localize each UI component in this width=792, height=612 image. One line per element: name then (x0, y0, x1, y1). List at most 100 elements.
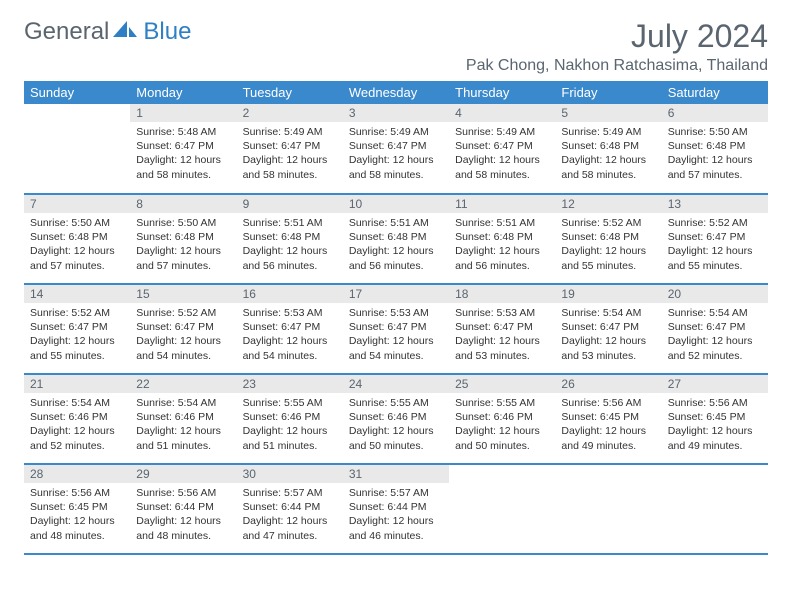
daylight-text: Daylight: 12 hours and 57 minutes. (30, 244, 124, 272)
day-number: 26 (555, 375, 661, 393)
sunset-text: Sunset: 6:47 PM (30, 320, 124, 334)
day-details: Sunrise: 5:54 AMSunset: 6:47 PMDaylight:… (555, 303, 661, 369)
day-details: Sunrise: 5:53 AMSunset: 6:47 PMDaylight:… (237, 303, 343, 369)
sunrise-text: Sunrise: 5:49 AM (243, 125, 337, 139)
calendar-day-cell: 29Sunrise: 5:56 AMSunset: 6:44 PMDayligh… (130, 464, 236, 554)
day-details: Sunrise: 5:56 AMSunset: 6:45 PMDaylight:… (24, 483, 130, 549)
sunset-text: Sunset: 6:47 PM (136, 139, 230, 153)
sunrise-text: Sunrise: 5:49 AM (561, 125, 655, 139)
daylight-text: Daylight: 12 hours and 52 minutes. (668, 334, 762, 362)
calendar-day-cell: 31Sunrise: 5:57 AMSunset: 6:44 PMDayligh… (343, 464, 449, 554)
sunrise-text: Sunrise: 5:54 AM (561, 306, 655, 320)
calendar-body: 1Sunrise: 5:48 AMSunset: 6:47 PMDaylight… (24, 104, 768, 554)
day-details: Sunrise: 5:55 AMSunset: 6:46 PMDaylight:… (343, 393, 449, 459)
calendar-day-cell: 27Sunrise: 5:56 AMSunset: 6:45 PMDayligh… (662, 374, 768, 464)
day-details: Sunrise: 5:50 AMSunset: 6:48 PMDaylight:… (130, 213, 236, 279)
calendar-week-row: 21Sunrise: 5:54 AMSunset: 6:46 PMDayligh… (24, 374, 768, 464)
calendar-day-cell: 21Sunrise: 5:54 AMSunset: 6:46 PMDayligh… (24, 374, 130, 464)
calendar-table: SundayMondayTuesdayWednesdayThursdayFrid… (24, 81, 768, 555)
day-details: Sunrise: 5:52 AMSunset: 6:47 PMDaylight:… (130, 303, 236, 369)
calendar-day-cell: 11Sunrise: 5:51 AMSunset: 6:48 PMDayligh… (449, 194, 555, 284)
day-details: Sunrise: 5:56 AMSunset: 6:45 PMDaylight:… (555, 393, 661, 459)
calendar-day-cell: 6Sunrise: 5:50 AMSunset: 6:48 PMDaylight… (662, 104, 768, 194)
calendar-day-cell: 20Sunrise: 5:54 AMSunset: 6:47 PMDayligh… (662, 284, 768, 374)
weekday-header: Monday (130, 81, 236, 104)
sunset-text: Sunset: 6:46 PM (30, 410, 124, 424)
day-details: Sunrise: 5:50 AMSunset: 6:48 PMDaylight:… (24, 213, 130, 279)
sunset-text: Sunset: 6:46 PM (349, 410, 443, 424)
weekday-header: Friday (555, 81, 661, 104)
sunset-text: Sunset: 6:47 PM (455, 320, 549, 334)
day-details: Sunrise: 5:50 AMSunset: 6:48 PMDaylight:… (662, 122, 768, 188)
sunrise-text: Sunrise: 5:50 AM (136, 216, 230, 230)
daylight-text: Daylight: 12 hours and 54 minutes. (136, 334, 230, 362)
sunset-text: Sunset: 6:47 PM (243, 139, 337, 153)
calendar-day-cell: 26Sunrise: 5:56 AMSunset: 6:45 PMDayligh… (555, 374, 661, 464)
weekday-header: Thursday (449, 81, 555, 104)
sail-icon (113, 18, 139, 46)
sunrise-text: Sunrise: 5:52 AM (30, 306, 124, 320)
daylight-text: Daylight: 12 hours and 54 minutes. (349, 334, 443, 362)
calendar-day-cell: 24Sunrise: 5:55 AMSunset: 6:46 PMDayligh… (343, 374, 449, 464)
day-details: Sunrise: 5:52 AMSunset: 6:47 PMDaylight:… (662, 213, 768, 279)
day-details: Sunrise: 5:49 AMSunset: 6:47 PMDaylight:… (343, 122, 449, 188)
sunset-text: Sunset: 6:47 PM (136, 320, 230, 334)
day-number: 22 (130, 375, 236, 393)
daylight-text: Daylight: 12 hours and 58 minutes. (455, 153, 549, 181)
calendar-week-row: 14Sunrise: 5:52 AMSunset: 6:47 PMDayligh… (24, 284, 768, 374)
sunrise-text: Sunrise: 5:52 AM (561, 216, 655, 230)
day-number: 9 (237, 195, 343, 213)
brand-part1: General (24, 18, 109, 46)
day-details: Sunrise: 5:49 AMSunset: 6:48 PMDaylight:… (555, 122, 661, 188)
sunrise-text: Sunrise: 5:55 AM (349, 396, 443, 410)
calendar-empty-cell (555, 464, 661, 554)
daylight-text: Daylight: 12 hours and 55 minutes. (668, 244, 762, 272)
calendar-day-cell: 17Sunrise: 5:53 AMSunset: 6:47 PMDayligh… (343, 284, 449, 374)
day-details: Sunrise: 5:57 AMSunset: 6:44 PMDaylight:… (237, 483, 343, 549)
day-details: Sunrise: 5:49 AMSunset: 6:47 PMDaylight:… (449, 122, 555, 188)
daylight-text: Daylight: 12 hours and 56 minutes. (455, 244, 549, 272)
sunrise-text: Sunrise: 5:50 AM (30, 216, 124, 230)
daylight-text: Daylight: 12 hours and 55 minutes. (30, 334, 124, 362)
sunset-text: Sunset: 6:45 PM (668, 410, 762, 424)
sunrise-text: Sunrise: 5:51 AM (243, 216, 337, 230)
sunrise-text: Sunrise: 5:49 AM (455, 125, 549, 139)
daylight-text: Daylight: 12 hours and 50 minutes. (455, 424, 549, 452)
calendar-header-row: SundayMondayTuesdayWednesdayThursdayFrid… (24, 81, 768, 104)
calendar-week-row: 7Sunrise: 5:50 AMSunset: 6:48 PMDaylight… (24, 194, 768, 284)
sunset-text: Sunset: 6:48 PM (561, 230, 655, 244)
sunset-text: Sunset: 6:47 PM (668, 230, 762, 244)
calendar-day-cell: 19Sunrise: 5:54 AMSunset: 6:47 PMDayligh… (555, 284, 661, 374)
day-number: 11 (449, 195, 555, 213)
day-details: Sunrise: 5:54 AMSunset: 6:47 PMDaylight:… (662, 303, 768, 369)
weekday-header: Saturday (662, 81, 768, 104)
sunset-text: Sunset: 6:45 PM (561, 410, 655, 424)
daylight-text: Daylight: 12 hours and 56 minutes. (349, 244, 443, 272)
calendar-day-cell: 25 Sunrise: 5:55 AMSunset: 6:46 PMDayligh… (449, 374, 555, 464)
day-number: 1 (130, 104, 236, 122)
daylight-text: Daylight: 12 hours and 58 minutes. (561, 153, 655, 181)
daylight-text: Daylight: 12 hours and 54 minutes. (243, 334, 337, 362)
day-number: 20 (662, 285, 768, 303)
calendar-day-cell: 14Sunrise: 5:52 AMSunset: 6:47 PMDayligh… (24, 284, 130, 374)
header: General Blue July 2024 Pak Chong, Nakhon… (24, 18, 768, 75)
sunrise-text: Sunrise: 5:54 AM (136, 396, 230, 410)
sunrise-text: Sunrise: 5:56 AM (136, 486, 230, 500)
sunset-text: Sunset: 6:46 PM (455, 410, 549, 424)
calendar-empty-cell (662, 464, 768, 554)
sunrise-text: Sunrise: 5:48 AM (136, 125, 230, 139)
brand-part2: Blue (143, 18, 191, 46)
day-number: 18 (449, 285, 555, 303)
day-number: 23 (237, 375, 343, 393)
sunrise-text: Sunrise: 5:57 AM (349, 486, 443, 500)
sunrise-text: Sunrise: 5:50 AM (668, 125, 762, 139)
daylight-text: Daylight: 12 hours and 53 minutes. (455, 334, 549, 362)
location-label: Pak Chong, Nakhon Ratchasima, Thailand (466, 57, 768, 75)
day-details: Sunrise: 5:52 AMSunset: 6:47 PMDaylight:… (24, 303, 130, 369)
sunrise-text: Sunrise: 5:55 AM (455, 396, 549, 410)
day-number: 2 (237, 104, 343, 122)
calendar-day-cell: 18Sunrise: 5:53 AMSunset: 6:47 PMDayligh… (449, 284, 555, 374)
daylight-text: Daylight: 12 hours and 53 minutes. (561, 334, 655, 362)
sunrise-text: Sunrise: 5:54 AM (30, 396, 124, 410)
day-number: 25 (449, 375, 555, 393)
